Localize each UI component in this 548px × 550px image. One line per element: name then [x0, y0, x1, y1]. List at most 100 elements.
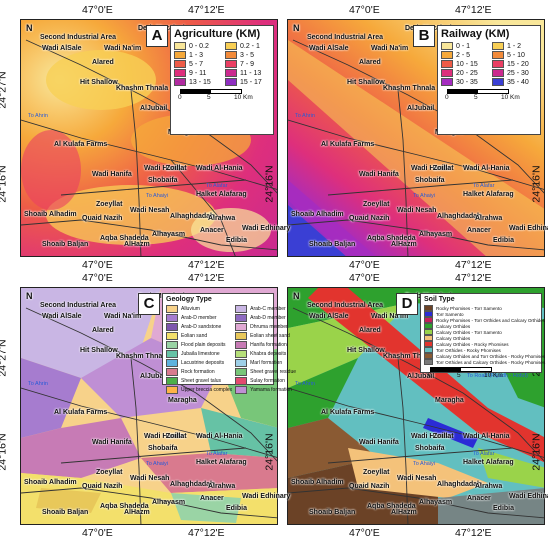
place-label: Shobaifa: [148, 177, 178, 184]
place-label: Maragha: [435, 397, 464, 404]
map-panel-b: [287, 19, 545, 257]
place-label: Quaid Nazih: [82, 215, 123, 222]
scale-label-10: 10 Km: [234, 94, 253, 101]
legend-label: 20 - 25: [456, 69, 478, 77]
road-label: To Ahaiyi: [146, 193, 169, 199]
legend-label: 0 - 1: [456, 42, 471, 50]
place-label: Wadi Hanifa: [144, 433, 184, 440]
place-label: Second Industrial Area: [307, 302, 383, 309]
legend-swatch: [166, 359, 178, 367]
place-label: Anacer: [467, 227, 491, 234]
coord-lat-bottom-c-right: 24°16'N: [263, 433, 276, 471]
legend-swatch: [441, 51, 453, 59]
legend-swatch: [225, 51, 237, 59]
place-label: AlJubail: [140, 105, 168, 112]
legend-item: 3 - 5: [225, 51, 270, 59]
scale-bar-b: 0 5 10 Km: [441, 89, 537, 103]
legend-swatch: [174, 78, 186, 86]
legend-grid-c: Alluvium Arab-C member Arab-D member Arab-D…: [166, 305, 296, 394]
place-label: Shoaib Alhadim: [291, 479, 344, 486]
road-label: To Ahaiyi: [413, 193, 436, 199]
place-label: Hit Shallow: [347, 347, 385, 354]
legend-swatch: [424, 353, 433, 359]
panel-letter-c: C: [138, 293, 160, 315]
legend-item: 30 - 35: [441, 78, 486, 86]
place-label: Wadi Nesah: [130, 475, 170, 482]
place-label: Alared: [359, 59, 381, 66]
place-label: AlJubail: [407, 373, 435, 380]
place-label: Wadi Al-Hania: [463, 165, 510, 172]
legend-item: 13 - 15: [174, 78, 219, 86]
coord-lon-right-d-bot: 47°12'E: [455, 527, 492, 539]
place-label: Khashm Thnala: [383, 353, 436, 360]
legend-label: 0.2 - 1: [240, 42, 260, 50]
place-label: Zoillat: [166, 165, 187, 172]
north-arrow-icon: N: [26, 291, 33, 301]
legend-label: Torr Orthides - Rocky Phomises: [436, 347, 501, 353]
legend-swatch: [235, 341, 248, 349]
legend-title-agriculture: Agriculture (KM): [174, 28, 261, 40]
legend-label: Hanifa formation: [250, 342, 287, 348]
legend-swatch: [166, 314, 178, 322]
place-label: Alrahwa: [208, 483, 236, 490]
place-label: Wadi Hanifa: [359, 439, 399, 446]
road-label: To Ahrin: [295, 113, 315, 119]
legend-item: Calcary Orthides: [424, 335, 538, 341]
legend-label: 5 - 7: [189, 60, 204, 68]
legend-item: 1 - 2: [492, 42, 537, 50]
place-label: Al Kulafa Farms: [54, 141, 108, 148]
legend-label: Rocky Phomises - Torr Orthides and Calca…: [436, 317, 546, 323]
legend-label: Sheet gravel talus: [181, 378, 222, 384]
legend-item: Yamama formation: [235, 386, 296, 394]
legend-label: Eolian sheet sand: [250, 333, 290, 339]
place-label: Wadi Hanifa: [144, 165, 184, 172]
legend-swatch: [225, 69, 237, 77]
legend-title-geology: Geology Type: [166, 296, 212, 303]
legend-label: 2 - 5: [456, 51, 471, 59]
coord-lon-left-d-bot: 47°0'E: [349, 527, 380, 539]
legend-item: Torr Samento: [424, 311, 538, 317]
panel-letter-a: A: [146, 25, 168, 47]
legend-label: Flood plain deposits: [181, 342, 226, 348]
place-label: Edibia: [226, 505, 248, 512]
place-label: Zoeyllat: [96, 469, 123, 476]
place-label: Zoillat: [433, 433, 454, 440]
coord-lon-right-c-top: 47°12'E: [188, 272, 225, 284]
legend-item: 2 - 5: [441, 51, 486, 59]
legend-item: 15 - 20: [492, 60, 537, 68]
place-label: Alhayasm: [419, 499, 453, 506]
legend-label: 15 - 20: [507, 60, 529, 68]
legend-item: Rocky Phomises - Torr Samento: [424, 305, 538, 311]
road-label: To Ahrin: [28, 113, 48, 119]
place-label: Wadi AlSale: [309, 45, 349, 52]
place-label: Zoeyllat: [96, 201, 123, 208]
legend-swatch: [424, 317, 433, 323]
legend-swatch: [166, 341, 178, 349]
place-label: Shobaifa: [415, 177, 445, 184]
place-label: Halket Alafarag: [463, 459, 514, 466]
place-label: Alhayasm: [419, 231, 453, 238]
legend-geology: Geology Type Alluvium Arab-C member Arab-D…: [162, 293, 296, 394]
place-label: Shobaifa: [148, 445, 178, 452]
scale-label-5: 5: [207, 94, 211, 101]
coord-lon-right-c-bot: 47°12'E: [188, 527, 225, 539]
legend-swatch: [424, 311, 433, 317]
legend-label: 11 - 13: [240, 69, 262, 77]
coord-lon-left-a-bot: 47°0'E: [82, 259, 113, 271]
place-label: Quaid Nazih: [349, 483, 390, 490]
legend-title-soil: Soil Type: [424, 296, 455, 303]
scale-label-0: 0: [178, 94, 182, 101]
road-label: To Ahaiyi: [146, 461, 169, 467]
legend-swatch: [424, 305, 433, 311]
place-label: Wadi AlSale: [309, 313, 349, 320]
legend-swatch: [174, 51, 186, 59]
legend-item: Khabra deposits: [235, 350, 296, 358]
place-label: Wadi Hanifa: [411, 433, 451, 440]
place-label: Aqba Shadeda: [100, 235, 149, 242]
place-label: Halket Alafarag: [196, 459, 247, 466]
place-label: Wadi Al-Hania: [463, 433, 510, 440]
place-label: Edibia: [493, 505, 515, 512]
place-label: Alhaghdadah: [437, 481, 482, 488]
legend-swatch: [166, 332, 178, 340]
legend-label: Dhruma member: [250, 324, 288, 330]
